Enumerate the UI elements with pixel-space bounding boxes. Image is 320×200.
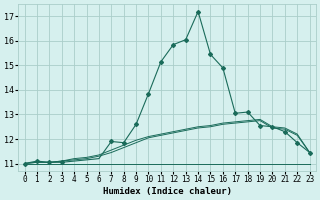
X-axis label: Humidex (Indice chaleur): Humidex (Indice chaleur) — [103, 187, 232, 196]
